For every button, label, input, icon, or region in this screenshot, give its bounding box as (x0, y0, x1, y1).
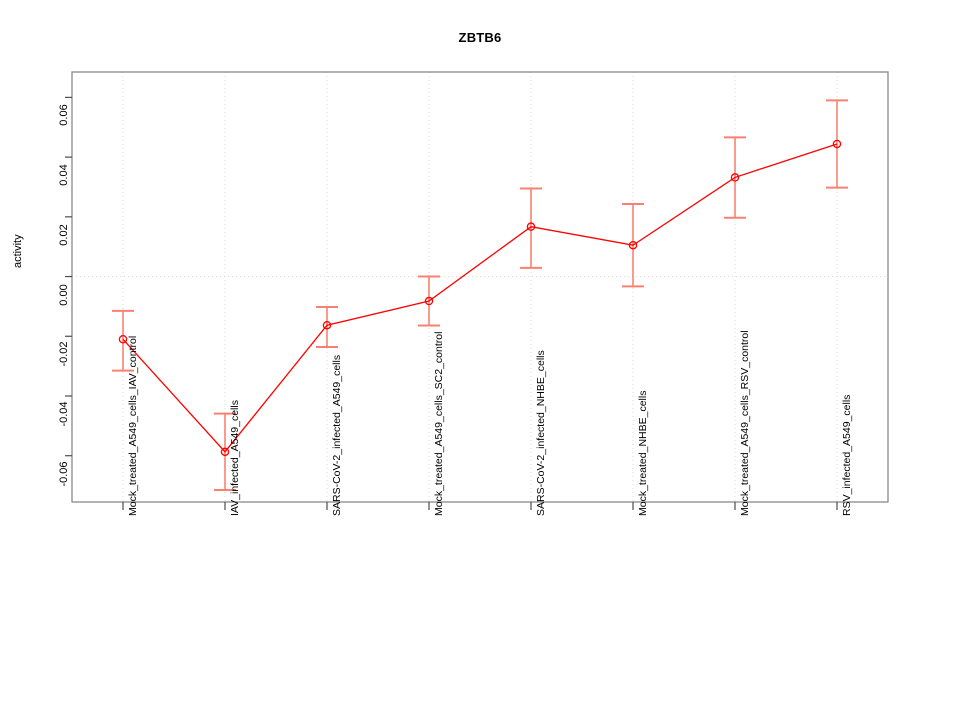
x-axis-ticks (122, 502, 838, 510)
x-tick-label: Mock_treated_A549_cells_IAV_control (127, 335, 139, 516)
y-tick-label: -0.06 (58, 461, 70, 487)
y-tick-label: 0.02 (58, 224, 70, 246)
y-tick-label: 0.06 (58, 104, 70, 127)
x-tick-label: RSV_infected_A549_cells (841, 394, 853, 516)
data-line (122, 143, 838, 453)
x-tick-label: Mock_treated_A549_cells_RSV_control (739, 330, 751, 516)
x-tick-label: SARS-CoV-2_infected_A549_cells (331, 354, 343, 516)
plot-frame (71, 71, 889, 503)
error-bars (112, 99, 848, 492)
gridlines (72, 72, 888, 502)
y-axis-ticks (65, 96, 72, 457)
x-tick-label: SARS-CoV-2_infected_NHBE_cells (535, 350, 547, 516)
y-tick-label: 0.04 (58, 164, 70, 186)
x-tick-label: IAV_infected_A549_cells (229, 400, 241, 516)
y-tick-label: -0.04 (58, 401, 70, 427)
y-tick-label: 0.00 (58, 283, 70, 306)
chart-title: ZBTB6 (458, 30, 502, 45)
x-tick-label: Mock_treated_A549_cells_SC2_control (433, 331, 445, 516)
y-tick-label: -0.02 (58, 341, 70, 367)
data-markers (118, 139, 842, 457)
x-tick-label: Mock_treated_NHBE_cells (637, 390, 649, 516)
